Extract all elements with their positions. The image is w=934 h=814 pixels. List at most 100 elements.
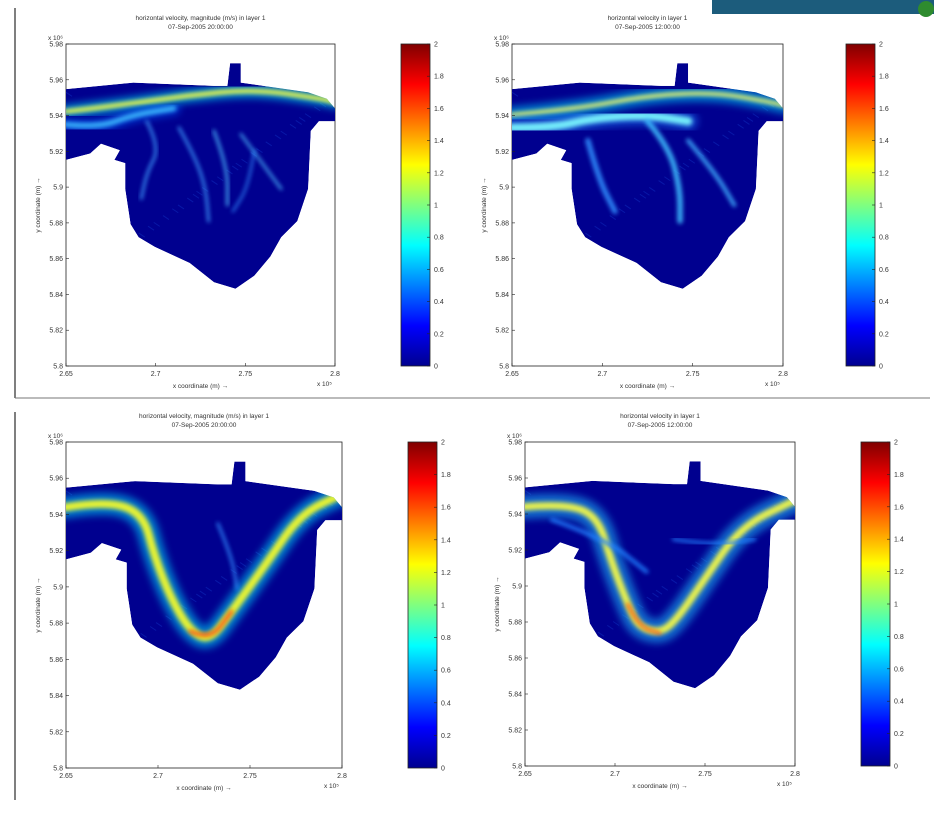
x-tick-label: 2.8 [330, 371, 340, 378]
vector-texture [722, 134, 729, 140]
colorbar [845, 43, 876, 367]
flow-streak [671, 537, 757, 546]
colorbar-tick-label: 1.2 [441, 570, 451, 577]
vector-texture [211, 180, 218, 186]
y-tick-label: 5.9 [499, 185, 509, 192]
colorbar-tick-label: 0.6 [434, 267, 444, 274]
vector-texture [66, 490, 73, 496]
flow-streak [644, 118, 683, 224]
vector-texture [147, 225, 155, 231]
y-tick-label: 5.9 [53, 185, 63, 192]
x-tick-label: 2.75 [698, 771, 712, 778]
vector-texture [688, 158, 696, 164]
velocity-field [512, 63, 783, 289]
colorbar-tick-label: 0 [894, 764, 898, 771]
vector-texture [215, 579, 222, 585]
x-exponent: x 10⁵ [777, 781, 792, 788]
flow-streak [66, 88, 335, 115]
vector-texture [289, 123, 297, 129]
x-tick-label: 2.8 [790, 771, 800, 778]
vector-texture [313, 106, 321, 112]
y-axis-label: y coordinate (m) → [35, 577, 42, 632]
vector-texture [245, 558, 253, 564]
colorbar-tick-label: 0.4 [434, 299, 444, 306]
y-tick-label: 5.86 [49, 657, 63, 664]
y-tick-label: 5.98 [508, 440, 522, 447]
vector-texture [231, 165, 239, 171]
vector-texture [643, 190, 650, 196]
colorbar-tick-label: 1 [434, 203, 438, 210]
flow-streak [212, 129, 229, 207]
colorbar-tick-label: 1.6 [434, 106, 444, 113]
x-tick-label: 2.65 [59, 371, 73, 378]
colorbar-tick-label: 0.2 [434, 331, 444, 338]
colorbar-tick-label: 0.2 [894, 731, 904, 738]
vector-texture [639, 193, 647, 199]
vector-texture [265, 141, 273, 147]
y-exponent: x 10⁶ [494, 35, 509, 42]
colorbar-tick-label: 0.8 [879, 235, 889, 242]
vector-texture [633, 197, 641, 203]
colorbar-tick-label: 1.4 [879, 138, 889, 145]
flow-streak [66, 105, 177, 129]
x-tick-label: 2.7 [610, 771, 620, 778]
y-tick-label: 5.82 [508, 728, 522, 735]
vector-texture [239, 562, 247, 568]
colorbar-tick-label: 2 [441, 440, 445, 447]
y-tick-label: 5.86 [508, 656, 522, 663]
x-axis-label: x coordinate (m) → [176, 785, 231, 792]
x-exponent: x 10⁵ [324, 783, 339, 790]
flow-streak [512, 91, 783, 117]
vector-texture [676, 575, 684, 580]
chart-subtitle: 07-Sep-2005 20:00:00 [172, 422, 237, 429]
vector-texture [664, 176, 671, 182]
vector-texture [512, 91, 519, 97]
x-tick-label: 2.75 [239, 371, 253, 378]
colorbar-tick-label: 1.2 [879, 170, 889, 177]
vector-texture [280, 130, 288, 136]
x-axis-label: x coordinate (m) → [173, 383, 228, 390]
vector-texture [607, 624, 614, 630]
chart-subtitle: 07-Sep-2005 20:00:00 [168, 24, 233, 31]
vector-texture [186, 197, 194, 203]
colorbar-tick-label: 1 [879, 203, 883, 210]
colorbar-tick-label: 2 [434, 42, 438, 49]
y-tick-label: 5.92 [495, 149, 509, 156]
chart-panel: horizontal velocity in layer 1 07-Sep-200… [494, 413, 904, 790]
chart-subtitle: 07-Sep-2005 12:00:00 [615, 24, 680, 31]
vector-texture [274, 134, 282, 140]
vector-texture [618, 208, 626, 214]
vector-texture [216, 176, 224, 182]
flow-streak [216, 522, 239, 591]
colorbar-tick-label: 0 [441, 766, 445, 773]
y-axis-label: y coordinate (m) → [494, 576, 501, 631]
y-tick-label: 5.88 [495, 220, 509, 227]
colorbar-tick-label: 1.8 [879, 74, 889, 81]
x-tick-label: 2.8 [778, 371, 788, 378]
y-tick-label: 5.88 [508, 620, 522, 627]
colorbar-tick-label: 0.8 [441, 635, 451, 642]
vector-texture [525, 490, 532, 496]
vector-texture [658, 180, 665, 186]
y-axis-label: y coordinate (m) → [35, 177, 42, 232]
colorbar-tick-label: 0.6 [879, 267, 889, 274]
vector-texture [149, 626, 157, 631]
y-tick-label: 5.84 [49, 693, 63, 700]
colorbar-tick-label: 0.6 [894, 666, 904, 673]
colorbar-tick-label: 1.6 [879, 106, 889, 113]
x-tick-label: 2.65 [505, 371, 519, 378]
vector-texture [655, 589, 663, 595]
y-tick-label: 5.86 [495, 256, 509, 263]
flow-core [626, 602, 662, 635]
chart-panel: horizontal velocity, magnitude (m/s) in … [35, 15, 444, 390]
vector-texture [196, 190, 203, 196]
vector-texture [685, 568, 693, 574]
flow-streak [686, 138, 737, 208]
vector-texture [728, 130, 735, 136]
y-tick-label: 5.84 [495, 292, 509, 299]
vector-texture [298, 117, 306, 122]
y-tick-label: 5.96 [508, 476, 522, 483]
y-tick-label: 5.84 [49, 292, 63, 299]
x-axis-label: x coordinate (m) → [620, 383, 675, 390]
corner-banner [712, 0, 934, 14]
